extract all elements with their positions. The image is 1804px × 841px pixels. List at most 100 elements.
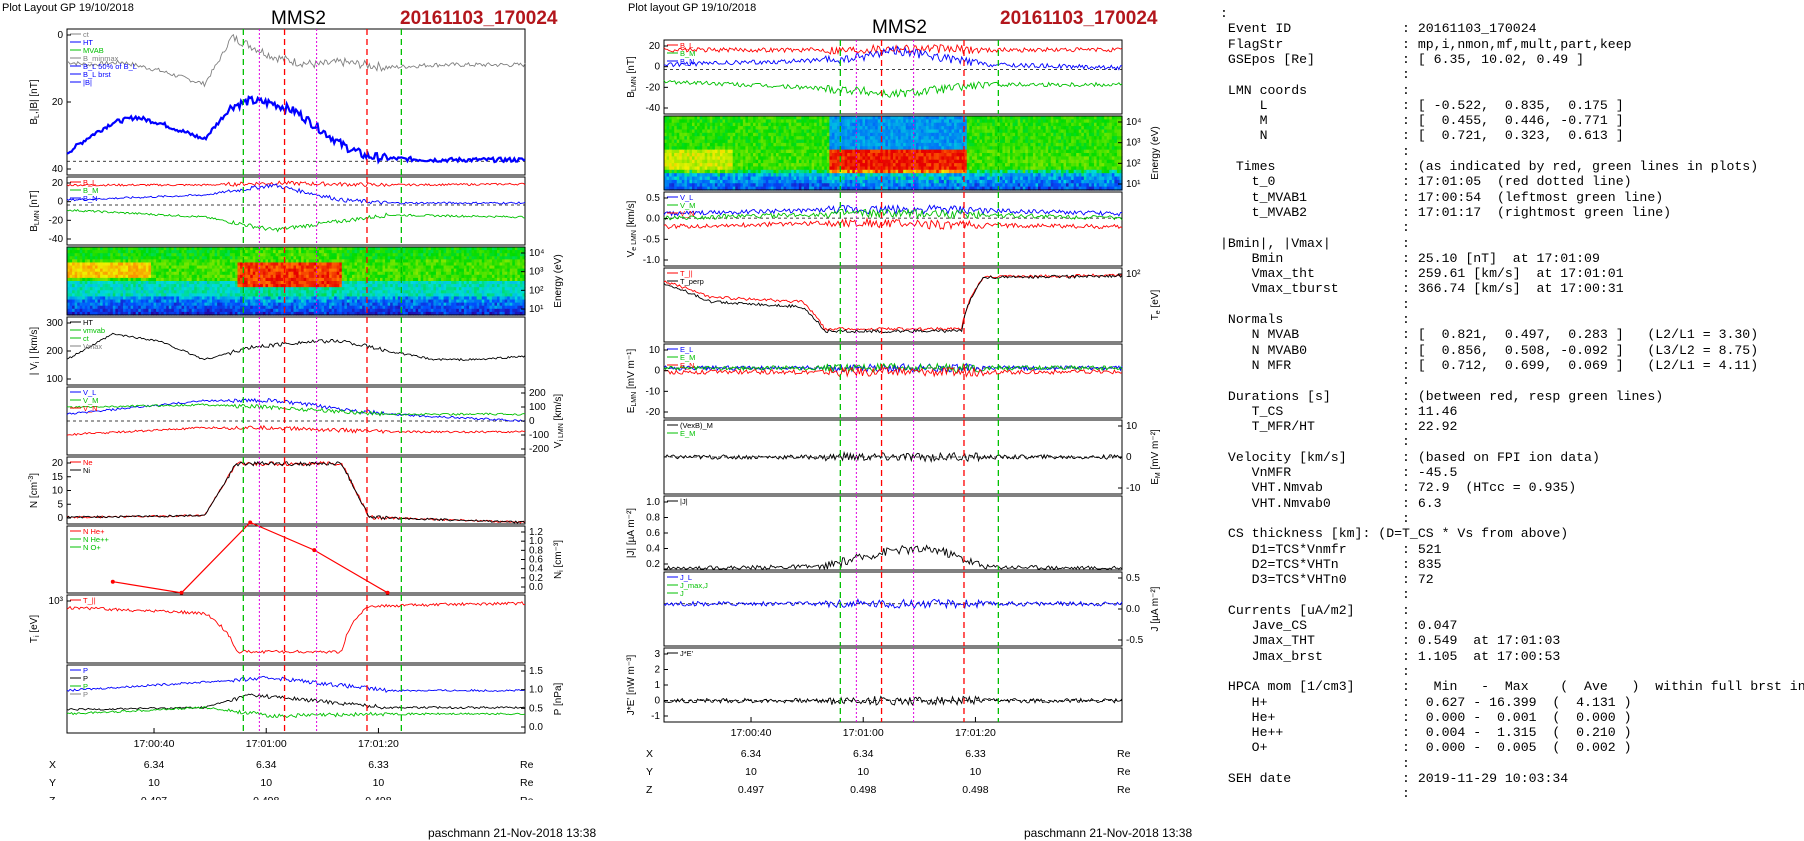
- series-line-Ne: [66, 460, 526, 524]
- position-unit: Re: [520, 759, 534, 771]
- y-tick-label: 1: [654, 680, 660, 691]
- y-axis-label-sub: LMN: [631, 76, 638, 91]
- y-tick-label: 40: [52, 164, 64, 175]
- y-axis-label: ELMN [mV m⁻¹]: [626, 349, 638, 414]
- y-axis-label: BLMN [nT]: [29, 190, 41, 232]
- panel-frame: [663, 39, 1123, 115]
- legend-label: E_N: [680, 361, 695, 370]
- series-line-V_N: [663, 217, 1123, 231]
- y-tick-label: -0.5: [643, 234, 661, 245]
- y-axis-label-sup: -3: [28, 476, 35, 482]
- y-tick-label: 0.5: [529, 703, 543, 714]
- y-axis-label-extra: [nT]: [626, 56, 637, 76]
- series-line-Ni: [66, 460, 526, 524]
- position-value: 10: [148, 777, 160, 789]
- position-row-label: Y: [646, 766, 653, 778]
- y-axis-label: | Vi | [km/s]: [29, 327, 41, 376]
- series-line-|J|: [664, 544, 1123, 571]
- series-line-N He++: [112, 521, 388, 594]
- position-value: 10: [260, 777, 272, 789]
- summary-line: CS thickness [km]: (D=T_CS * Vs from abo…: [1220, 526, 1569, 542]
- panel-frame: [66, 664, 526, 734]
- position-value: 0.498: [850, 784, 876, 796]
- y-axis-label-extra: [eV]: [1150, 289, 1161, 310]
- y-axis-label: N [cm-3]: [28, 473, 40, 508]
- summary-line: GSEpos [Re] : [ 6.35, 10.02, 0.49 ]: [1220, 51, 1585, 67]
- y-tick-label: -100: [529, 430, 549, 441]
- y-tick-label: 200: [529, 388, 546, 399]
- y-axis-label-extra: [mV m⁻¹]: [626, 349, 637, 392]
- y-axis-label: Vi LMN [km/s]: [553, 394, 565, 449]
- y-tick-label: 0: [1126, 452, 1132, 463]
- panel-frame: [663, 191, 1123, 267]
- summary-line: D1=TCS*Vnmfr : 521: [1220, 541, 1442, 557]
- middle-event-title: 20161103_170024: [1000, 8, 1158, 29]
- legend-label: V_N: [680, 209, 695, 218]
- y-axis-label-main: B: [626, 91, 637, 98]
- position-value: 0.498: [962, 784, 988, 796]
- series-line-V_M: [66, 403, 526, 417]
- series-line-V_L: [663, 204, 1123, 217]
- legend-label: (VexB)_M: [680, 421, 713, 430]
- y-tick-label: 0.2: [646, 559, 660, 570]
- y-tick-label: 2: [654, 665, 660, 676]
- middle-page-header: Plot layout GP 19/10/2018: [628, 2, 757, 14]
- y-tick-label: 1.5: [529, 666, 543, 677]
- summary-line: He+ : 0.000 - 0.001 ( 0.000 ): [1220, 709, 1632, 725]
- legend-label: T_perp: [680, 277, 704, 286]
- series-line-Pi: [66, 693, 526, 711]
- legend-label: vmvab: [83, 326, 105, 335]
- y-axis-label-sub: LMN: [34, 210, 41, 225]
- legend-label: B_M: [83, 186, 98, 195]
- y-tick-label: 10²: [1126, 158, 1141, 169]
- position-value: 10: [970, 766, 982, 778]
- position-row-label: X: [646, 748, 653, 760]
- y-tick-label: 20: [52, 97, 64, 108]
- y-tick-label: 0: [529, 416, 535, 427]
- series-line-B_M: [66, 208, 526, 233]
- position-row-label: Y: [49, 777, 56, 789]
- summary-line: FlagStr : mp,i,nmon,mf,mult,part,keep: [1220, 36, 1632, 52]
- y-tick-label: -40: [49, 234, 64, 245]
- series-line-B_L: [66, 95, 526, 165]
- position-value: 6.33: [368, 759, 389, 771]
- y-tick-label: 0: [57, 30, 63, 41]
- summary-line: :: [1220, 220, 1410, 236]
- left-event-title: 20161103_170024: [400, 8, 558, 29]
- chart-panel-left-Ni: 1.21.00.80.60.40.20.0 Ni [cm⁻³] N He+N He+…: [66, 520, 565, 595]
- series-line-T_perp: [663, 274, 1123, 334]
- y-tick-label: 10³: [529, 267, 544, 278]
- legend-label: T_||: [680, 269, 693, 278]
- summary-line: He++ : 0.004 - 1.315 ( 0.210 ): [1220, 725, 1632, 741]
- position-value: 6.33: [965, 748, 986, 760]
- legend-label: B_L: [680, 41, 693, 50]
- y-tick-label: 0.0: [1126, 604, 1140, 615]
- y-tick-label: 10²: [1126, 269, 1141, 280]
- summary-line: :: [1220, 143, 1410, 159]
- y-axis-label-extra: ,|B| [nT]: [29, 79, 40, 114]
- chart-panel-mid-Ve: 0.5 0.0 -0.5 -1.0 Ve LMN [km/s] V_LV_MV_N: [626, 191, 1123, 267]
- chart-panel-left-Ti: 10³ Ti [eV] T_||: [29, 594, 526, 664]
- y-axis-label-sub: M: [1155, 472, 1162, 478]
- y-tick-label: 0.2: [529, 573, 543, 584]
- summary-line: :: [1220, 755, 1410, 771]
- y-axis-label-extra: [eV]: [29, 615, 40, 636]
- position-value: 6.34: [144, 759, 165, 771]
- summary-line: Currents [uA/m2] :: [1220, 602, 1410, 618]
- y-tick-label: 0.0: [529, 582, 543, 593]
- y-axis-label-sub: LMN: [631, 392, 638, 407]
- y-tick-label: -20: [646, 82, 661, 93]
- y-tick-label: 10: [1126, 421, 1138, 432]
- x-tick-label: 17:01:20: [358, 738, 399, 750]
- summary-line: N MVAB : [ 0.821, 0.497, 0.283 ] (L2/L1 …: [1220, 327, 1759, 343]
- y-tick-label: -20: [646, 407, 661, 418]
- y-tick-label: -10: [646, 386, 661, 397]
- y-axis-label-extra: | [km/s]: [29, 327, 40, 362]
- y-axis-label-sub: e: [1155, 310, 1162, 314]
- legend-label: |J|: [680, 497, 688, 506]
- y-axis-label-main: B: [29, 225, 40, 232]
